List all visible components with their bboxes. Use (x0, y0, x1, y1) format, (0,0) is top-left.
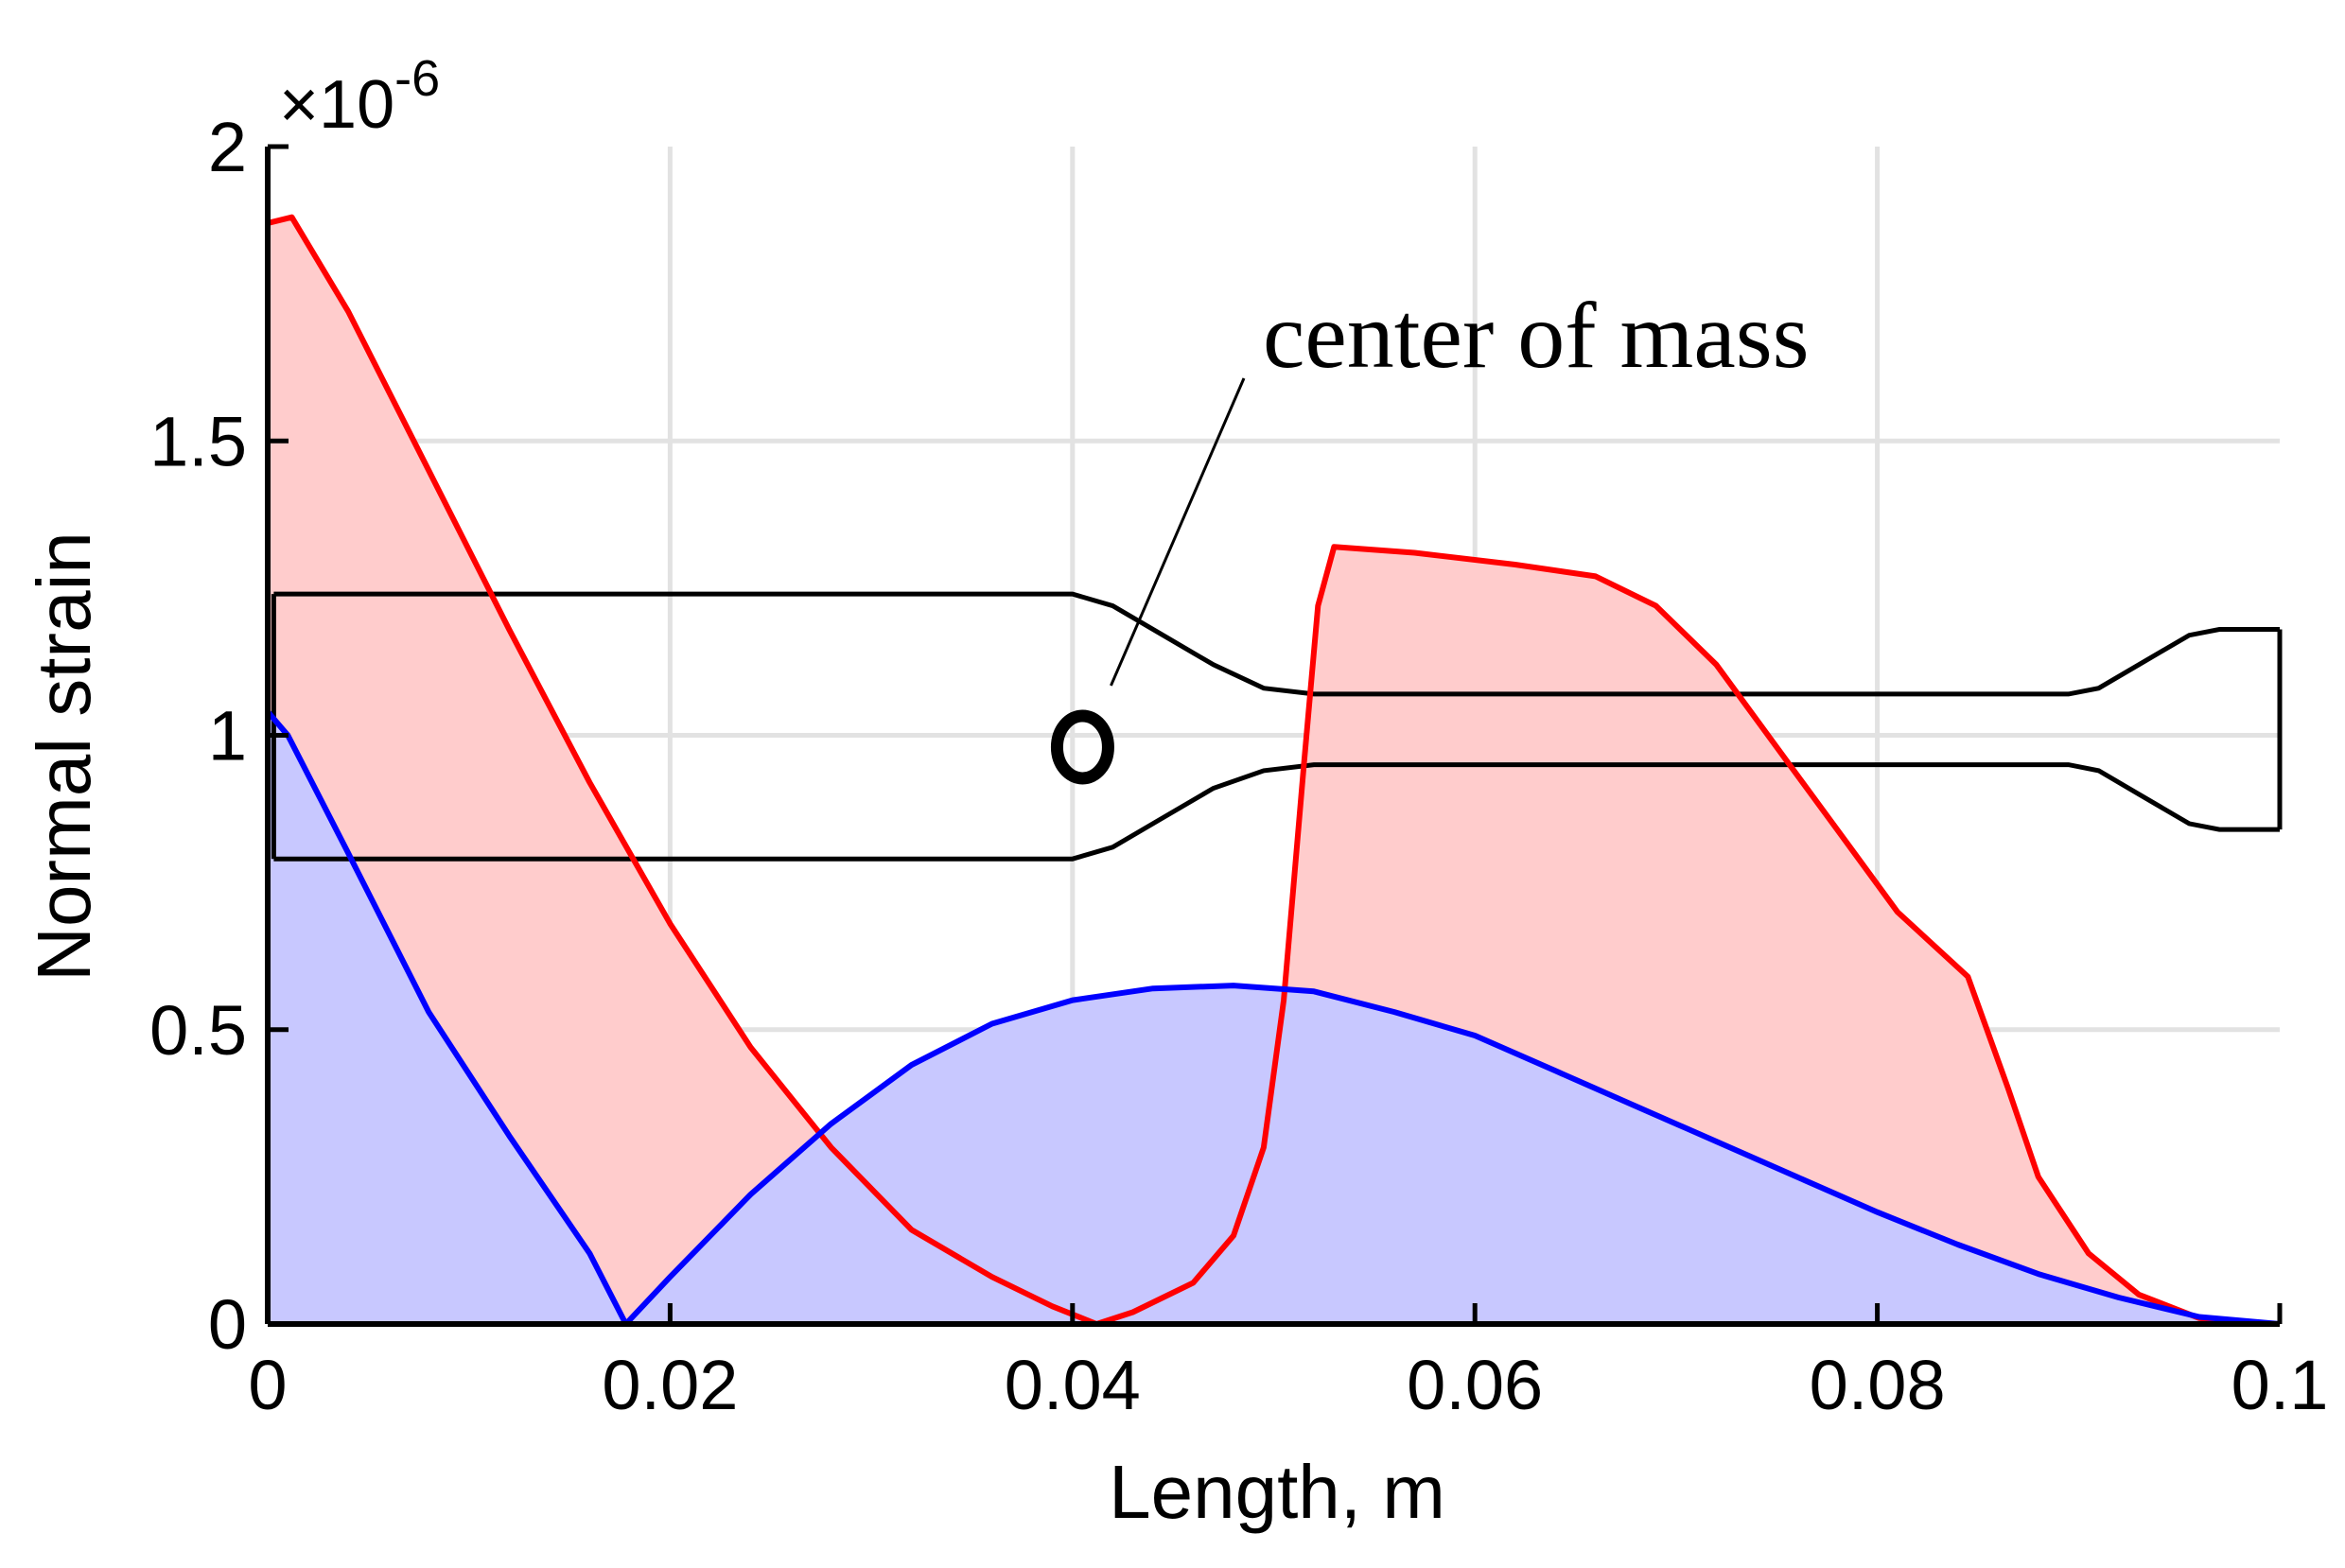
y-multiplier-exponent: -6 (394, 50, 440, 107)
x-tick-label: 0.06 (1407, 1346, 1543, 1424)
x-tick-label: 0.04 (1005, 1346, 1141, 1424)
annotation: center of mass (1050, 283, 1810, 785)
y-multiplier-label: ×10-6 (279, 50, 440, 143)
y-tick-label: 2 (208, 108, 247, 186)
y-tick-label: 1.5 (149, 402, 247, 480)
axes: 0 0.02 0.04 0.06 0.08 0.1 0 0.5 1 1.5 2 (149, 108, 2328, 1424)
x-axis-label: Length, m (1109, 1450, 1445, 1534)
annotation-leader-line (1110, 377, 1246, 687)
series-lines (265, 214, 2281, 1327)
x-tick-label: 0.02 (602, 1346, 738, 1424)
outline-top (273, 591, 2280, 697)
specimen-outline (271, 591, 2283, 862)
y-tick-label: 1 (208, 697, 247, 775)
y-tick-label: 0.5 (149, 991, 247, 1070)
series-line-0 (267, 214, 2280, 1327)
annotation-label: center of mass (1263, 283, 1810, 388)
x-tick-label: 0.1 (2231, 1346, 2329, 1424)
y-multiplier-base: ×10 (279, 67, 394, 143)
y-tick-label: 0 (208, 1285, 247, 1364)
series-line-1 (265, 709, 2281, 1327)
outline-bottom (273, 762, 2280, 862)
series-area-0 (268, 217, 2280, 1325)
x-tick-label: 0 (248, 1346, 287, 1424)
center-of-mass-marker (1050, 709, 1114, 785)
x-tick-label: 0.08 (1810, 1346, 1946, 1424)
y-axis-label: Normal strain (22, 531, 106, 982)
